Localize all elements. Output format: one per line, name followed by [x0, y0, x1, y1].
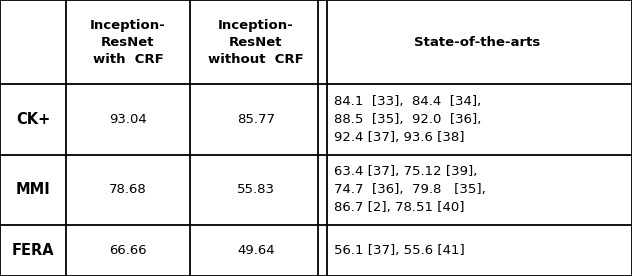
Text: State-of-the-arts: State-of-the-arts	[414, 36, 540, 49]
Text: FERA: FERA	[12, 243, 54, 258]
Text: 63.4 [37], 75.12 [39],
74.7  [36],  79.8   [35],
86.7 [2], 78.51 [40]: 63.4 [37], 75.12 [39], 74.7 [36], 79.8 […	[334, 165, 485, 214]
Text: Inception-
ResNet
with  CRF: Inception- ResNet with CRF	[90, 18, 166, 66]
Text: 56.1 [37], 55.6 [41]: 56.1 [37], 55.6 [41]	[334, 244, 465, 257]
Text: 85.77: 85.77	[237, 113, 275, 126]
Text: CK+: CK+	[16, 112, 51, 127]
Text: Inception-
ResNet
without  CRF: Inception- ResNet without CRF	[208, 18, 304, 66]
Text: 93.04: 93.04	[109, 113, 147, 126]
Text: 66.66: 66.66	[109, 244, 147, 257]
Text: MMI: MMI	[16, 182, 51, 197]
Text: 55.83: 55.83	[237, 183, 275, 196]
Text: 49.64: 49.64	[237, 244, 275, 257]
Text: 78.68: 78.68	[109, 183, 147, 196]
Text: 84.1  [33],  84.4  [34],
88.5  [35],  92.0  [36],
92.4 [37], 93.6 [38]: 84.1 [33], 84.4 [34], 88.5 [35], 92.0 [3…	[334, 95, 481, 144]
